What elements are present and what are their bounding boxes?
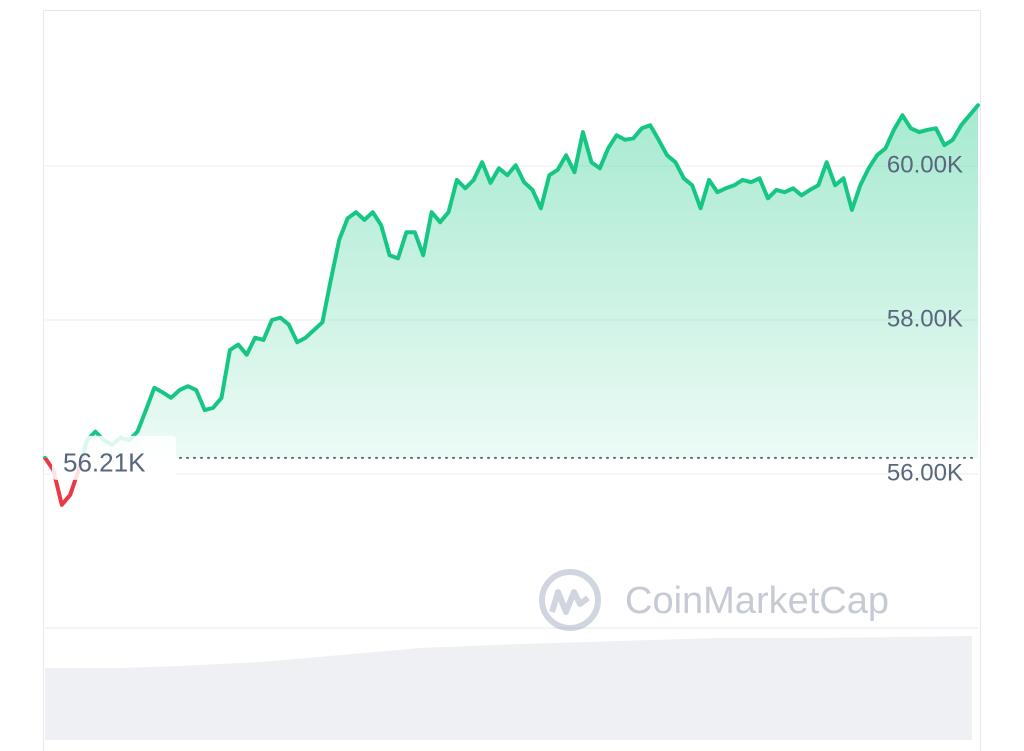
watermark: CoinMarketCap <box>625 580 889 622</box>
area <box>45 105 978 458</box>
volume-area <box>45 636 972 740</box>
y-tick-label: 60.00K <box>887 151 963 178</box>
y-tick-label: 56.00K <box>887 459 963 486</box>
watermark-logo <box>539 569 601 631</box>
price-line <box>43 103 980 507</box>
y-tick-label: 58.00K <box>887 305 963 332</box>
plot <box>43 103 980 507</box>
baseline-label: 56.21K <box>63 448 146 478</box>
labels: 56.00K 58.00K 60.00K 56.21K <box>52 151 963 486</box>
baseline-label-box <box>52 435 176 480</box>
